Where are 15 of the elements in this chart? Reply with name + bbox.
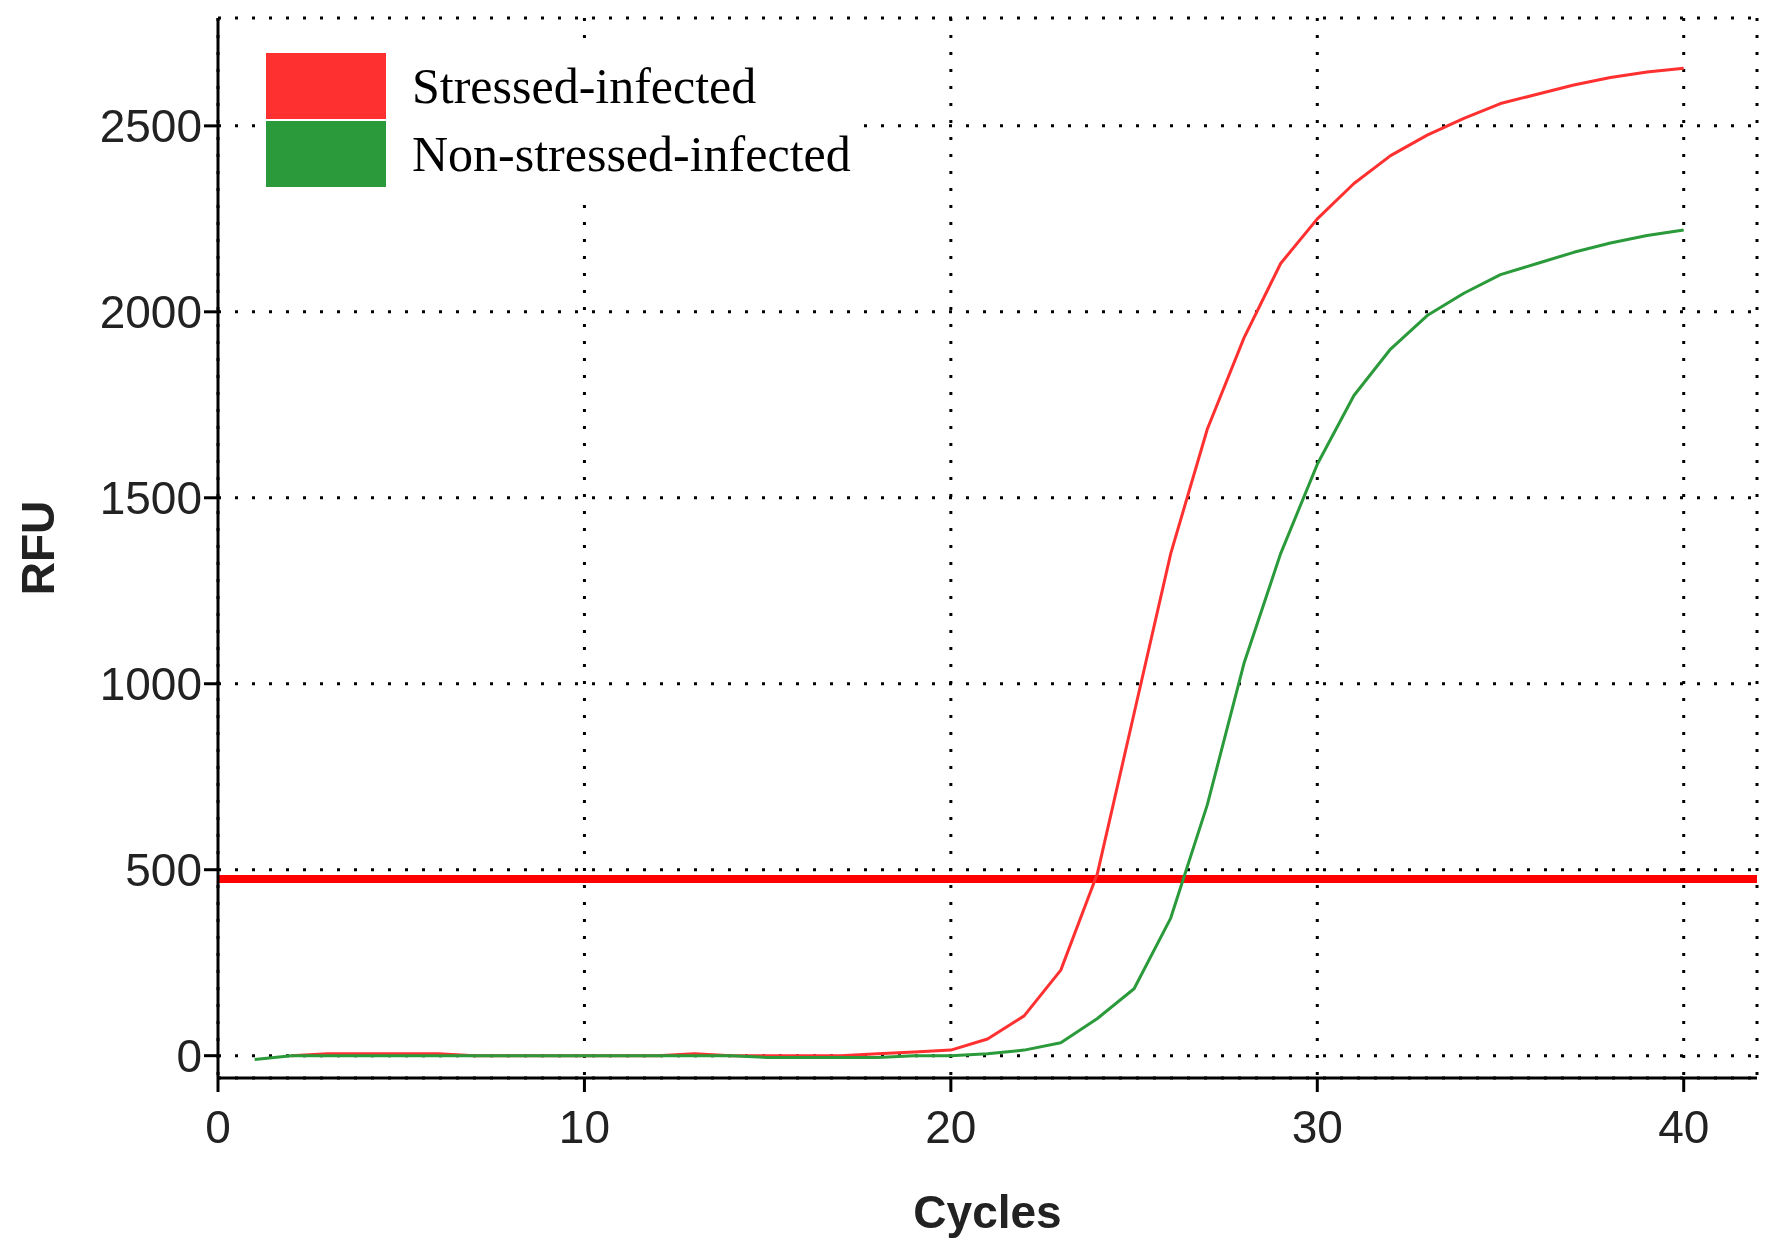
x-axis-title: Cycles	[913, 1186, 1062, 1238]
line-series	[253, 228, 1686, 1061]
x-tick-label: 20	[925, 1100, 977, 1153]
y-tick-label: 500	[125, 844, 202, 897]
y-tick-label: 2000	[99, 286, 202, 339]
y-tick-label: 0	[176, 1030, 202, 1083]
legend-label: Non-stressed-infected	[412, 125, 851, 183]
x-tick-label: 40	[1658, 1100, 1710, 1153]
y-axis-title: RFU	[12, 500, 65, 596]
x-tick-label: 10	[558, 1100, 611, 1153]
x-tick-label: 30	[1291, 1100, 1343, 1153]
y-tick-label: 2500	[99, 100, 202, 153]
legend-label: Stressed-infected	[412, 57, 757, 115]
y-tick-label: 1500	[99, 472, 202, 525]
y-tick-label: 1000	[99, 658, 202, 711]
